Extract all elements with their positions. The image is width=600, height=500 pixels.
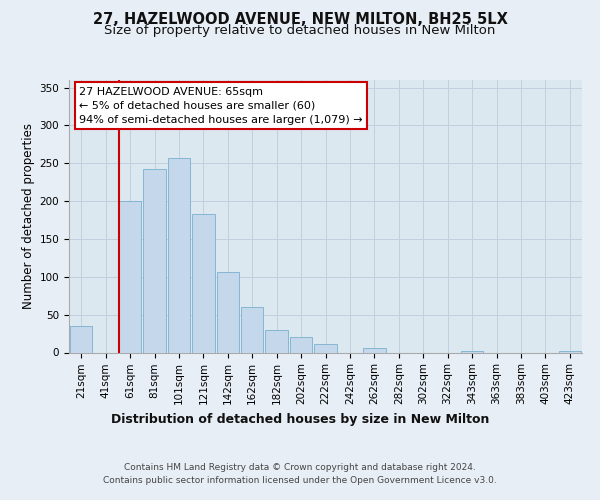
Bar xyxy=(265,330,288,352)
Bar xyxy=(192,214,215,352)
Bar xyxy=(241,307,263,352)
Text: Contains HM Land Registry data © Crown copyright and database right 2024.: Contains HM Land Registry data © Crown c… xyxy=(124,462,476,471)
Text: Distribution of detached houses by size in New Milton: Distribution of detached houses by size … xyxy=(111,412,489,426)
Bar xyxy=(119,201,142,352)
Text: Contains public sector information licensed under the Open Government Licence v3: Contains public sector information licen… xyxy=(103,476,497,485)
Text: 27 HAZELWOOD AVENUE: 65sqm
← 5% of detached houses are smaller (60)
94% of semi-: 27 HAZELWOOD AVENUE: 65sqm ← 5% of detac… xyxy=(79,87,363,125)
Bar xyxy=(314,344,337,352)
Bar xyxy=(167,158,190,352)
Bar xyxy=(143,170,166,352)
Text: Size of property relative to detached houses in New Milton: Size of property relative to detached ho… xyxy=(104,24,496,37)
Text: 27, HAZELWOOD AVENUE, NEW MILTON, BH25 5LX: 27, HAZELWOOD AVENUE, NEW MILTON, BH25 5… xyxy=(92,12,508,28)
Bar xyxy=(290,336,313,352)
Bar xyxy=(363,348,386,352)
Bar xyxy=(559,351,581,352)
Bar xyxy=(461,351,484,352)
Bar xyxy=(70,326,92,352)
Bar xyxy=(217,272,239,352)
Y-axis label: Number of detached properties: Number of detached properties xyxy=(22,123,35,309)
